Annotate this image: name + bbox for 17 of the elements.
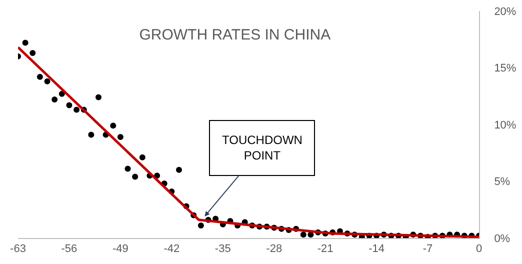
x-tick-label: 0 (476, 243, 482, 256)
x-tick-label: -28 (266, 243, 282, 256)
x-tick-label: -21 (317, 243, 334, 256)
annotation: TOUCHDOWN POINT (222, 133, 302, 163)
y-tick-label: 5% (494, 176, 510, 188)
y-tick-label: 20% (494, 6, 516, 18)
x-tick-label: -56 (61, 243, 78, 256)
x-tick-label: -35 (214, 243, 231, 256)
x-tick-label: -49 (112, 243, 128, 256)
y-tick-label: 0% (494, 232, 510, 245)
text: GROWTH RATES IN CHINA (139, 26, 331, 44)
x-tick-label: -42 (164, 243, 180, 256)
x-tick-label: -63 (10, 243, 26, 256)
x-tick-label: -7 (422, 243, 433, 256)
y-tick-label: 15% (494, 62, 516, 75)
y-tick-label: 10% (494, 119, 516, 132)
x-tick-label: -14 (368, 243, 385, 256)
